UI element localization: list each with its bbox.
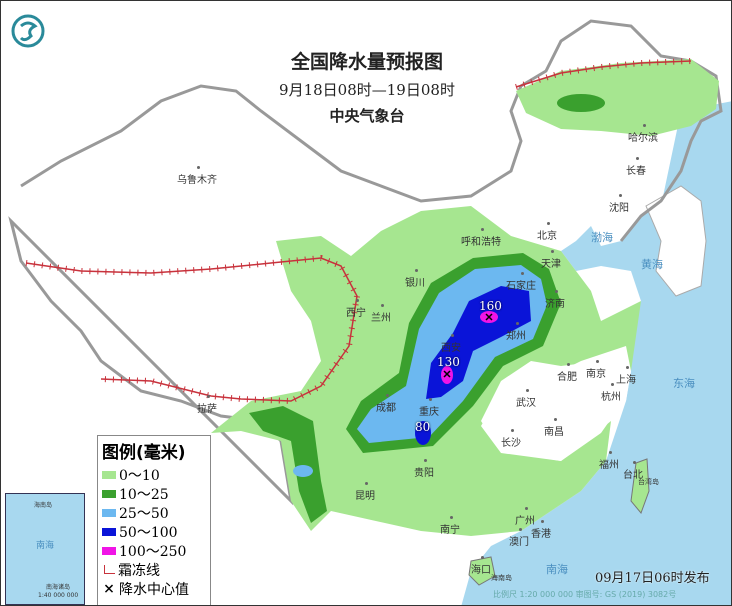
frost-line-icon — [104, 565, 115, 574]
legend: 图例(毫米) 0～10 10～25 25～50 50～100 100～250 霜… — [97, 435, 211, 605]
legend-swatch — [102, 508, 116, 517]
legend-item-frost: 霜冻线 — [102, 560, 206, 579]
city-label: 乌鲁木齐 — [177, 166, 217, 186]
taiwan-island — [630, 458, 650, 514]
hainan-island — [468, 556, 496, 586]
forecast-period: 9月18日08时—19日08时 — [279, 81, 455, 99]
city-label: 成都 — [376, 394, 396, 414]
legend-item-center: × 降水中心值 — [102, 579, 206, 598]
legend-label: 降水中心值 — [119, 581, 189, 598]
rain-10-25-northeast — [557, 94, 605, 112]
city-label: 石家庄 — [506, 272, 536, 292]
issued-time: 09月17日06时发布 — [595, 571, 710, 586]
legend-item: 100～250 — [102, 541, 206, 560]
city-label: 长春 — [626, 157, 646, 177]
korea-peninsula — [645, 185, 707, 297]
legend-label: 霜冻线 — [118, 562, 160, 579]
city-label: 兰州 — [371, 304, 391, 324]
city-label: 郑州 — [506, 322, 526, 342]
legend-item: 50～100 — [102, 522, 206, 541]
legend-item: 10～25 — [102, 484, 206, 503]
city-label: 银川 — [405, 269, 425, 289]
city-label: 重庆 — [419, 398, 439, 418]
city-label: 上海 — [616, 366, 636, 386]
city-label: 南昌 — [544, 418, 564, 438]
city-label: 西安 — [441, 334, 461, 354]
center-x-icon — [443, 370, 451, 378]
legend-label: 10～25 — [119, 486, 169, 503]
legend-item: 0～10 — [102, 465, 206, 484]
frost-lines — [25, 58, 692, 405]
legend-label: 0～10 — [119, 467, 160, 484]
city-label: 哈尔滨 — [628, 124, 658, 144]
city-label: 济南 — [545, 290, 565, 310]
legend-swatch — [102, 546, 116, 555]
south-china-sea-inset: 海南岛 南海 南海诸岛 1:40 000 000 — [5, 493, 85, 605]
city-label: 昆明 — [355, 482, 375, 502]
city-label: 西宁 — [346, 299, 366, 319]
x-mark-icon: × — [103, 580, 115, 597]
sea-label-nanhai: 南海 — [546, 563, 568, 576]
city-label: 广州 — [515, 507, 535, 527]
city-label: 南宁 — [440, 516, 460, 536]
legend-swatch — [102, 489, 116, 498]
rain-10-25-southwest — [249, 406, 327, 523]
city-label: 福州 — [599, 451, 619, 471]
rain-25-50-southwest — [293, 465, 313, 477]
legend-label: 25～50 — [119, 505, 169, 522]
sea-label-bohai: 渤海 — [591, 231, 613, 244]
inset-hainan-label: 海南岛 — [34, 502, 53, 509]
frost-line-northeast-ticks — [515, 58, 692, 90]
city-label: 沈阳 — [609, 194, 629, 214]
legend-label: 50～100 — [119, 524, 178, 541]
dry-area-central — [481, 346, 631, 461]
sea-label-donghai: 东海 — [673, 377, 695, 390]
inset-islands-label: 南海诸岛 — [46, 584, 71, 591]
frost-line-west — [25, 257, 358, 402]
city-label: 贵阳 — [414, 459, 434, 479]
center-value: 160 — [479, 299, 502, 313]
city-label: 合肥 — [557, 363, 577, 383]
city-label: 天津 — [541, 250, 561, 270]
center-x-icon — [485, 313, 493, 321]
legend-title: 图例(毫米) — [102, 443, 186, 463]
center-value: 80 — [415, 420, 431, 434]
legend-swatch — [102, 470, 116, 479]
city-label: 拉萨 — [197, 395, 217, 415]
map-footer: 比例尺 1:20 000 000 审图号: GS (2019) 3082号 — [493, 590, 677, 599]
agency-name: 中央气象台 — [329, 107, 405, 125]
city-label: 武汉 — [516, 389, 536, 409]
legend-label: 100～250 — [119, 543, 187, 560]
city-label: 南京 — [586, 360, 606, 380]
inset-scale: 1:40 000 000 — [38, 592, 79, 599]
center-value: 130 — [437, 355, 460, 369]
city-label: 呼和浩特 — [461, 228, 501, 248]
map-title: 全国降水量预报图 — [290, 51, 443, 73]
city-label: 澳门 — [509, 528, 529, 548]
legend-item: 25～50 — [102, 503, 206, 522]
hainan-label: 海南岛 — [491, 574, 512, 582]
city-label: 杭州 — [601, 383, 621, 403]
city-label: 香港 — [531, 520, 551, 540]
legend-swatch — [102, 527, 116, 536]
cma-logo-icon — [11, 14, 45, 48]
rain-0-10-northeast — [516, 59, 719, 136]
city-label: 台北 — [623, 461, 643, 481]
city-label: 海口 — [471, 556, 491, 576]
city-label: 长沙 — [501, 429, 521, 449]
taiwan-label: 台湾岛 — [638, 478, 659, 486]
city-label: 北京 — [537, 222, 557, 242]
sea-label-huanghai: 黄海 — [641, 258, 663, 271]
inset-sea-label: 南海 — [36, 541, 55, 551]
center-markers — [443, 313, 493, 378]
rain-50-100-south — [415, 421, 431, 445]
